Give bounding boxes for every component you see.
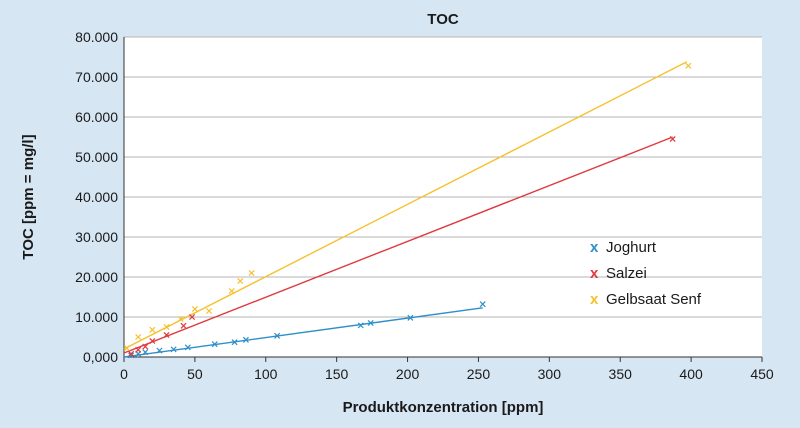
data-point-marker — [128, 352, 135, 359]
data-point-marker — [685, 62, 692, 69]
data-point-marker — [163, 323, 170, 331]
data-point-marker — [228, 287, 235, 295]
data-point-marker — [357, 322, 364, 329]
chart-title: TOC — [427, 11, 459, 28]
data-point-marker — [177, 315, 184, 323]
x-tick-label: 50 — [187, 366, 203, 382]
y-tick-label: 80.000 — [75, 29, 118, 45]
x-tick-label: 0 — [120, 366, 128, 382]
data-point-marker — [479, 301, 486, 308]
y-tick-label: 50.000 — [75, 149, 118, 165]
x-tick-label: 250 — [467, 366, 491, 382]
data-point-marker — [367, 319, 374, 327]
data-point-marker — [123, 345, 130, 352]
legend-marker: x — [590, 239, 599, 256]
y-axis-label: TOC [ppm = mg/l] — [20, 134, 37, 259]
trendline-series-1 — [123, 136, 673, 354]
data-point-marker — [135, 346, 142, 353]
y-tick-labels: 0,000 10.000 20.000 30.000 40.000 50.000 60.00… — [75, 29, 118, 365]
data-point-marker — [248, 269, 255, 277]
legend-label: Salzei — [606, 265, 647, 282]
data-point-marker — [211, 341, 218, 348]
legend-marker: x — [590, 265, 599, 282]
data-point-marker — [407, 314, 414, 321]
data-point-marker — [149, 337, 156, 345]
data-point-marker — [149, 326, 156, 333]
trend-lines — [123, 61, 688, 358]
data-point-marker — [231, 339, 238, 346]
data-point-marker — [156, 347, 163, 354]
x-axis-label: Produktkonzentration [ppm] — [343, 399, 544, 416]
data-point-marker — [669, 135, 676, 143]
data-point-marker — [142, 343, 149, 350]
data-point-marker — [189, 313, 196, 321]
data-point-marker — [274, 332, 281, 339]
x-tick-label: 200 — [396, 366, 420, 382]
data-point-marker — [142, 349, 149, 356]
x-tick-label: 150 — [325, 366, 349, 382]
x-tick-label: 450 — [750, 366, 774, 382]
data-point-marker — [180, 322, 187, 329]
data-point-marker — [128, 350, 135, 357]
legend-marker: x — [590, 291, 599, 308]
data-point-marker — [170, 346, 177, 353]
axes — [123, 37, 763, 362]
data-points — [123, 62, 692, 359]
x-tick-labels: 0 50 100 150 200 250 300 350 400 450 — [120, 366, 774, 382]
data-point-marker — [191, 305, 198, 313]
y-tick-label: 60.000 — [75, 109, 118, 125]
y-tick-label: 20.000 — [75, 269, 118, 285]
y-tick-label: 70.000 — [75, 69, 118, 85]
data-point-marker — [163, 331, 170, 339]
legend-label: Gelbsaat Senf — [606, 291, 702, 308]
x-tick-label: 100 — [254, 366, 278, 382]
data-point-marker — [184, 344, 191, 351]
trendline-series-2 — [123, 61, 688, 350]
x-tick-label: 300 — [538, 366, 562, 382]
x-tick-label: 400 — [679, 366, 703, 382]
data-point-marker — [135, 333, 142, 341]
y-tick-label: 0,000 — [83, 349, 118, 365]
y-tick-label: 40.000 — [75, 189, 118, 205]
legend-label: Joghurt — [606, 239, 657, 256]
y-tick-label: 10.000 — [75, 309, 118, 325]
data-point-marker — [237, 277, 244, 285]
y-tick-label: 30.000 — [75, 229, 118, 245]
x-tick-label: 350 — [609, 366, 633, 382]
data-point-marker — [206, 307, 213, 315]
data-point-marker — [242, 336, 249, 343]
trendline-series-0 — [123, 307, 483, 358]
